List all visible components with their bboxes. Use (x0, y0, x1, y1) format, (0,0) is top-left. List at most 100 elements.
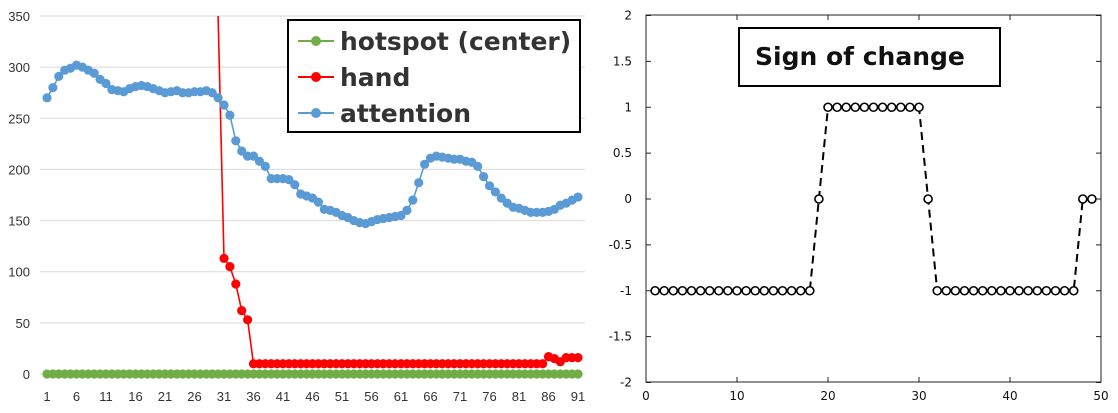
left-x-tick-label: 56 (364, 389, 378, 404)
data-point (723, 285, 733, 296)
right-y-tick-label: -1 (620, 284, 632, 298)
data-point (923, 194, 933, 204)
data-point (1068, 285, 1079, 296)
data-point (231, 136, 241, 146)
data-point (668, 285, 679, 296)
data-point (1078, 194, 1088, 204)
left-x-tick-label: 41 (276, 389, 290, 404)
right-y-tick-label: -0.5 (609, 238, 632, 252)
legend-marker-dot-attention (311, 108, 321, 118)
legend-box (287, 19, 581, 133)
data-point (704, 285, 715, 296)
right-axes-frame (645, 14, 1102, 383)
left-x-tick-label: 11 (99, 389, 113, 404)
data-point (786, 285, 797, 296)
data-point (1023, 285, 1033, 296)
data-point (213, 93, 223, 103)
data-point (859, 102, 870, 113)
data-point (841, 102, 852, 113)
left-x-tick-label: 51 (335, 389, 349, 404)
right-y-tick-label: 0.5 (613, 146, 632, 160)
right-y-tick-label: 2 (624, 9, 632, 23)
data-point (823, 102, 833, 113)
data-point (959, 285, 970, 296)
data-point (1050, 285, 1061, 296)
left-y-tick-label: 0 (23, 367, 30, 382)
legend-label-hand: hand (340, 63, 410, 92)
left-x-tick-label: 46 (305, 389, 319, 404)
left-y-tick-labels: 0 50 100 150 200 250 300 350 (8, 9, 30, 382)
left-y-tick-label: 50 (16, 316, 30, 331)
right-y-tick-label: 1.5 (613, 54, 632, 68)
left-x-tick-label: 31 (217, 389, 231, 404)
data-point (932, 285, 943, 296)
data-point (732, 285, 742, 296)
data-point (968, 285, 979, 296)
data-point (686, 285, 697, 296)
data-point (473, 161, 483, 171)
data-point (877, 102, 888, 113)
data-point (1041, 285, 1052, 296)
left-x-tick-label: 16 (128, 389, 142, 404)
data-point (538, 359, 548, 369)
data-point (741, 285, 751, 296)
annotation: Sign of change (738, 27, 1001, 87)
data-point (225, 110, 235, 120)
data-point (713, 285, 724, 296)
legend-item-hand: hand (298, 63, 410, 92)
right-x-tick-label: 50 (1093, 389, 1108, 403)
left-x-tick-labels: 1 6 11 16 21 26 31 36 41 46 51 56 61 66 71 76 81 86 91 (43, 389, 585, 404)
data-point (1014, 285, 1024, 296)
left-x-tick-label: 66 (423, 389, 437, 404)
legend-marker-dot-hotspot (311, 36, 321, 46)
data-point (650, 285, 660, 296)
right-x-tick-label: 20 (820, 389, 835, 403)
left-x-tick-label: 26 (187, 389, 201, 404)
left-x-tick-label: 81 (512, 389, 526, 404)
data-point (1032, 285, 1043, 296)
left-y-tick-label: 350 (8, 9, 30, 24)
annotation-text: Sign of change (755, 42, 965, 71)
data-point (573, 353, 583, 363)
data-point (814, 194, 824, 204)
data-point (484, 181, 495, 191)
data-point (260, 161, 270, 171)
data-point (290, 180, 300, 190)
data-point (573, 192, 583, 202)
data-point (414, 178, 424, 188)
right-x-tick-labels: 0 10 20 30 40 50 (642, 389, 1108, 403)
data-point (237, 305, 247, 316)
data-point (941, 285, 952, 296)
right-x-tick-label: 30 (911, 389, 926, 403)
data-point (313, 197, 323, 207)
data-point (996, 285, 1006, 296)
data-point (479, 171, 489, 182)
data-point (54, 71, 64, 81)
right-y-tick-label: -2 (620, 376, 632, 390)
data-point (420, 159, 430, 169)
legend-marker-dot-hand (311, 72, 321, 82)
left-series-group (42, 15, 583, 379)
data-point (759, 285, 770, 296)
right-x-tick-label: 40 (1002, 389, 1017, 403)
data-point (402, 205, 412, 215)
left-x-tick-label: 36 (246, 389, 260, 404)
left-y-tick-label: 300 (8, 60, 30, 75)
data-point (225, 262, 235, 272)
data-point (677, 285, 688, 296)
data-point (101, 78, 111, 89)
right-x-tick-label: 10 (729, 389, 744, 403)
left-x-tick-label: 86 (541, 389, 555, 404)
left-x-tick-label: 6 (73, 389, 80, 404)
data-point (1087, 194, 1097, 204)
data-point (1005, 285, 1015, 296)
left-x-tick-label: 71 (453, 389, 467, 404)
legend-label-hotspot: hotspot (center) (340, 27, 571, 56)
data-point (905, 102, 915, 113)
data-point (1059, 285, 1070, 296)
right-y-tick-label: -1.5 (609, 330, 632, 344)
data-point (219, 253, 229, 264)
data-point (231, 279, 241, 289)
data-point (42, 93, 52, 103)
